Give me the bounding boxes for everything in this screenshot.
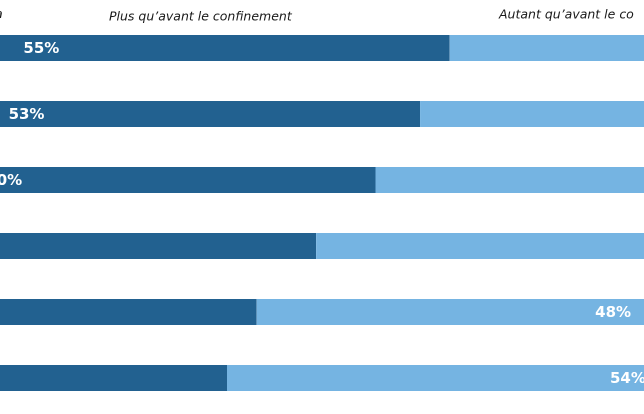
- bar-row1-series1: [0, 35, 450, 61]
- legend: a Plus qu’avant le confinement Autant qu…: [0, 6, 634, 24]
- legend-series-1: Plus qu’avant le confinement: [109, 9, 293, 24]
- bar-row3-series1: [0, 167, 376, 193]
- data-label-row5-series2: 48%: [595, 303, 631, 321]
- bar-row1-series2: [449, 35, 644, 61]
- bar-row2-series1: [0, 101, 421, 127]
- data-label-row3-series1: 50%: [0, 171, 22, 189]
- data-label-row1-series1: 55%: [23, 39, 59, 57]
- bar-row5-series2: [256, 299, 644, 325]
- bar-row3-series2: [375, 167, 644, 193]
- bar-row4-series1: [0, 233, 317, 259]
- bar-row5-series1: [0, 299, 257, 325]
- legend-series-2: Autant qu’avant le co: [498, 7, 634, 22]
- bar-row6-series1: [0, 365, 227, 391]
- bar-row4-series2: [316, 233, 644, 259]
- legend-fragment-left: a: [0, 6, 3, 21]
- data-label-row2-series1: 53%: [9, 105, 45, 123]
- data-label-row6-series2: 54%: [610, 369, 644, 387]
- bar-row2-series2: [420, 101, 644, 127]
- bar-row6-series2: [227, 365, 644, 391]
- bars-group: 55%38%53%41%50%45%46%51%42%48%40%54%: [0, 35, 644, 391]
